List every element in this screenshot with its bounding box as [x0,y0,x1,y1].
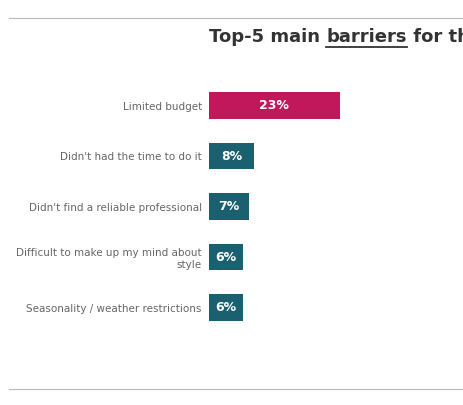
Bar [208,294,243,321]
Bar [208,143,254,169]
Text: Top-5 main: Top-5 main [208,28,325,46]
Text: barriers: barriers [325,28,406,46]
Text: for the project: for the project [406,28,463,46]
Text: 23%: 23% [259,99,288,112]
Bar [208,244,243,270]
Text: 7%: 7% [218,200,239,213]
Bar [208,194,248,220]
Bar [208,92,339,119]
Text: 6%: 6% [215,251,236,264]
Text: 8%: 8% [220,149,242,162]
Text: 6%: 6% [215,301,236,314]
